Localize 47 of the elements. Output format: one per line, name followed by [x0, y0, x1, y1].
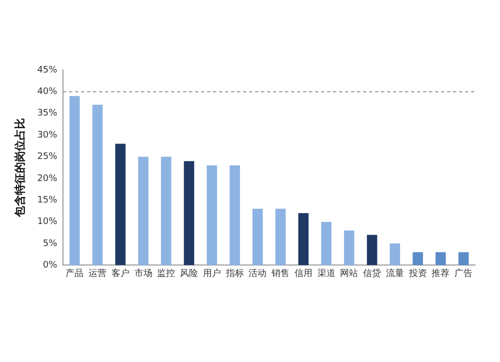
y-tick-label: 15%	[37, 195, 58, 206]
x-tick-label: 推荐	[432, 268, 450, 279]
bar	[92, 104, 103, 266]
bar	[115, 144, 126, 266]
x-tick-label: 指标	[224, 268, 244, 279]
bar	[230, 165, 240, 266]
x-tick-label: 运营	[88, 268, 107, 279]
y-tick-label: 5%	[42, 238, 58, 249]
x-tick-label: 风险	[180, 268, 198, 279]
x-tick-label: 市场	[134, 268, 152, 279]
y-tick-label: 20%	[37, 174, 58, 184]
bar	[390, 244, 400, 266]
bar	[138, 156, 148, 266]
y-tick-label: 45%	[37, 65, 58, 76]
y-tick-label: 35%	[37, 108, 58, 119]
y-tick-label: 25%	[37, 152, 58, 162]
bar	[436, 252, 446, 266]
bar	[206, 165, 218, 266]
x-tick-label: 用户	[202, 268, 221, 279]
y-tick-label: 30%	[37, 130, 58, 140]
x-tick-label: 销售	[270, 268, 290, 279]
bar	[344, 230, 354, 266]
x-tick-label: 投资	[408, 268, 427, 279]
bar	[298, 213, 309, 266]
bar	[69, 96, 80, 266]
x-tick-label: 信用	[294, 268, 312, 279]
bar	[252, 208, 263, 266]
bar	[412, 252, 423, 266]
x-tick-label: 网站	[340, 268, 358, 279]
y-tick-label: 40%	[37, 87, 58, 98]
x-tick-label: 渠道	[317, 268, 336, 279]
y-tick-label: 10%	[37, 217, 58, 228]
y-tick-label: 0%	[42, 260, 58, 271]
bar	[184, 161, 194, 266]
x-tick-label: 信贷	[363, 268, 382, 279]
x-tick-label: 产品	[66, 268, 84, 279]
x-tick-label: 广告	[454, 268, 473, 279]
bar	[321, 222, 332, 266]
bar	[161, 156, 172, 266]
x-tick-label: 监控	[157, 268, 176, 279]
x-tick-label: 活动	[248, 268, 267, 279]
bar	[275, 208, 286, 266]
bar	[366, 234, 378, 266]
bar	[458, 252, 469, 266]
x-tick-label: 客户	[111, 268, 130, 279]
y-axis-title: 包含特征的岗位占比	[13, 118, 26, 218]
x-tick-label: 流量	[386, 268, 404, 279]
